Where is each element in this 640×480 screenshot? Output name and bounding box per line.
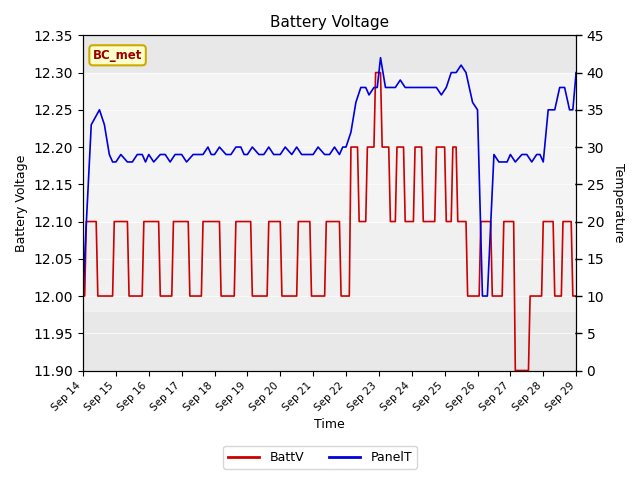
Title: Battery Voltage: Battery Voltage [270,15,389,30]
Text: BC_met: BC_met [93,49,142,62]
Y-axis label: Battery Voltage: Battery Voltage [15,154,28,252]
X-axis label: Time: Time [314,419,345,432]
Bar [83,72,576,222]
Legend: BattV, PanelT: BattV, PanelT [223,446,417,469]
Bar [83,222,576,311]
Y-axis label: Temperature: Temperature [612,163,625,242]
